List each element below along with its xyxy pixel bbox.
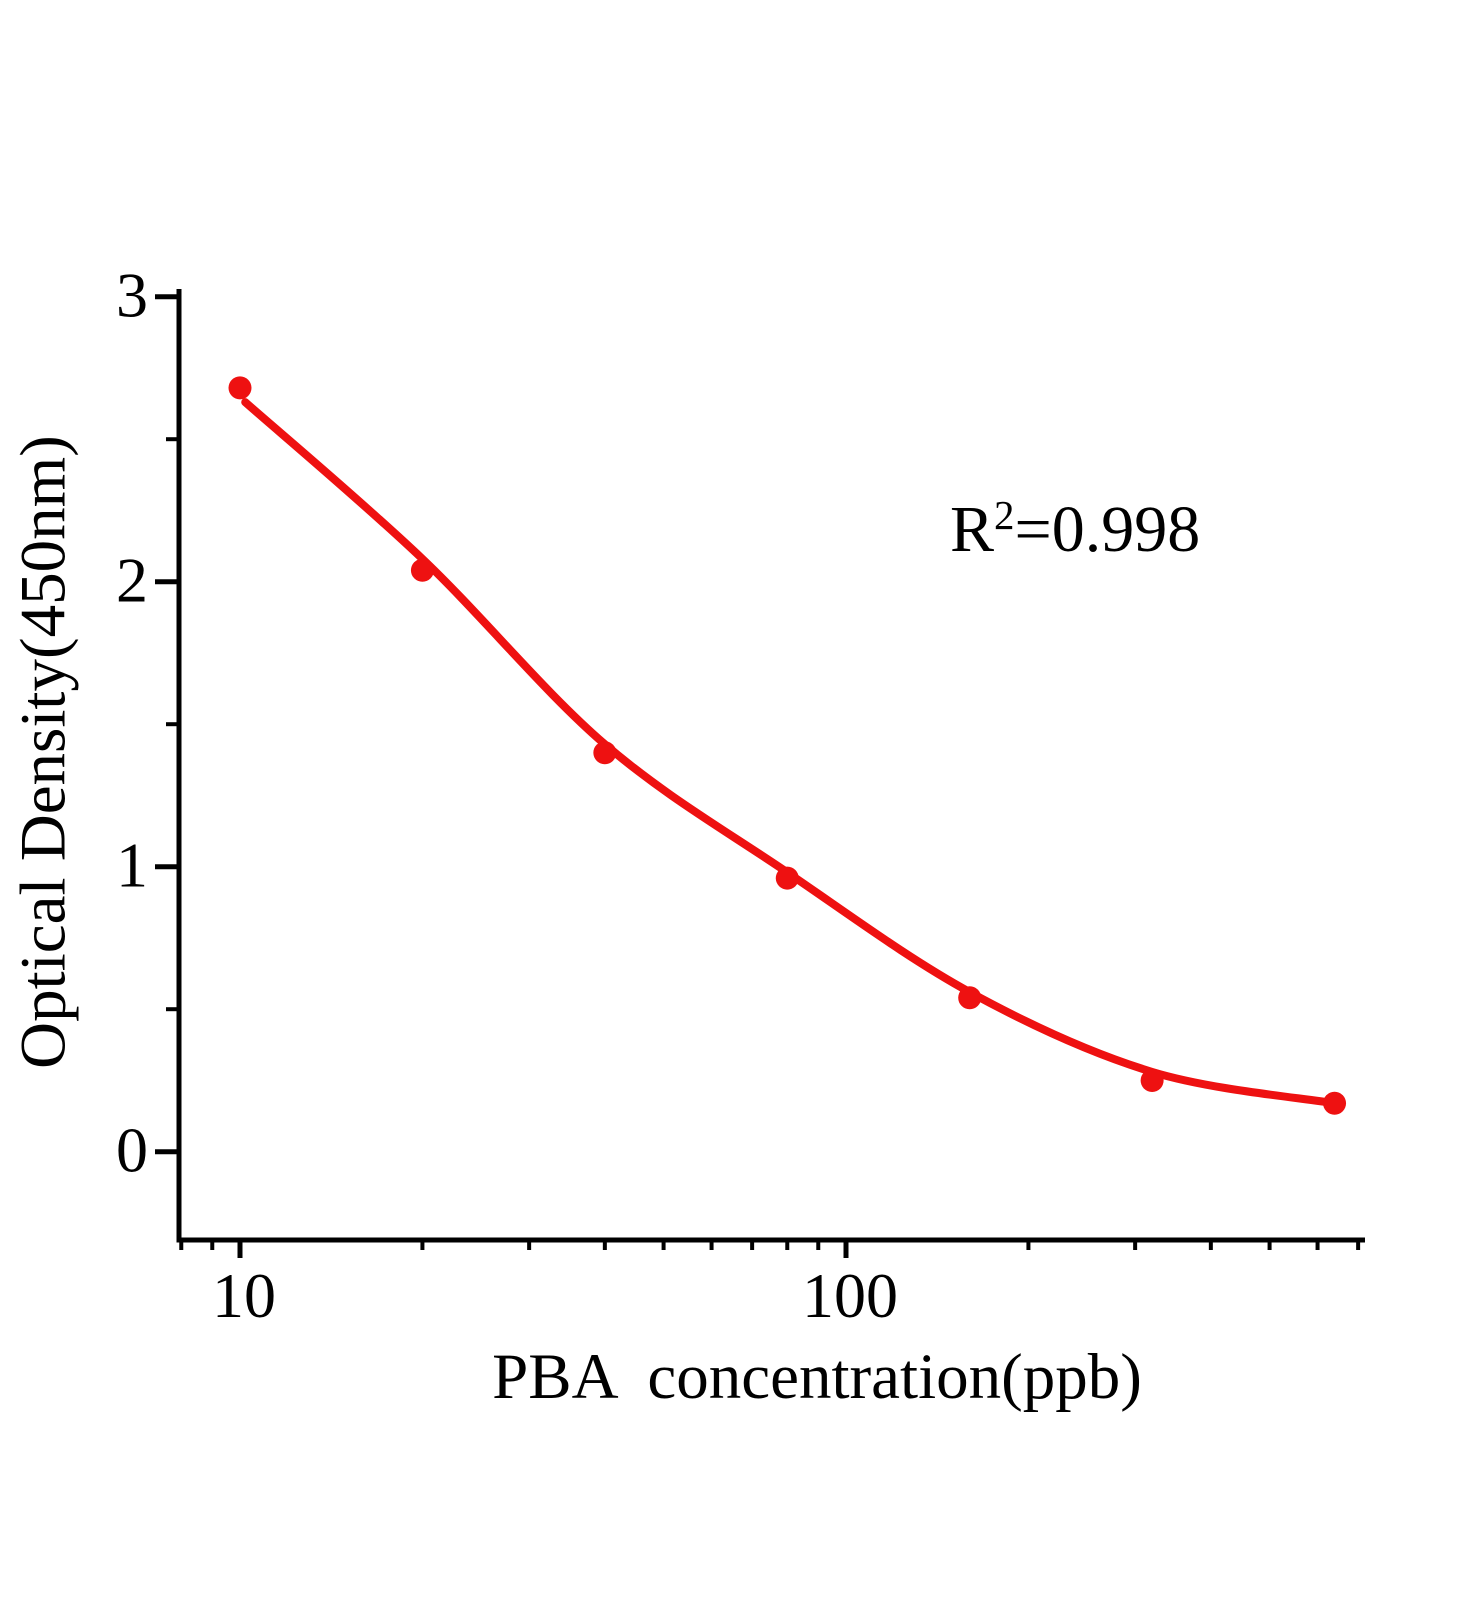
data-point [958,986,982,1010]
x-tick-label: 100 [802,1260,898,1331]
x-tick-label: 10 [212,1260,276,1331]
y-tick-label: 1 [116,830,148,901]
r-squared-annotation: R2=0.998 [950,495,1200,563]
data-point [593,741,617,765]
data-point [410,558,434,582]
data-point [775,866,799,890]
r-squared-exponent: 2 [994,492,1015,538]
r-squared-value: =0.998 [1014,493,1201,566]
data-point [1140,1068,1164,1092]
y-tick-label: 3 [116,260,148,331]
y-tick-label: 0 [116,1115,148,1186]
x-axis-title: PBA concentration(ppb) [492,1341,1142,1413]
y-tick-label: 2 [116,545,148,616]
r-squared-base: R [950,493,995,566]
y-axis-title: Optical Density(450nm) [7,435,80,1069]
data-point [228,376,252,400]
data-point [1323,1091,1347,1115]
